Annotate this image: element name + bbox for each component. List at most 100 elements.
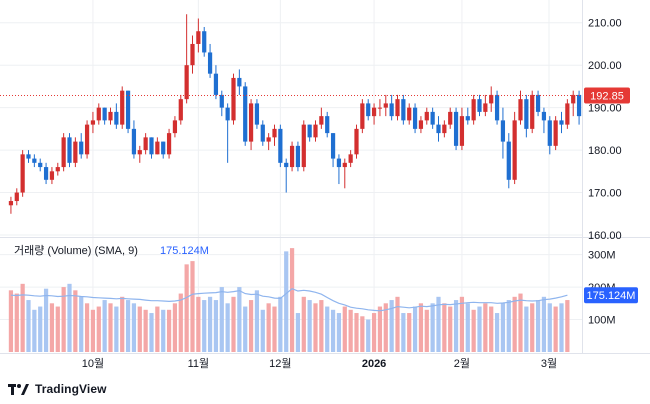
candle-body [61,137,66,168]
candle-body [494,94,500,121]
candle-body [202,31,207,53]
candle-body [565,103,570,125]
candle-body [407,107,412,121]
volume-legend-sma-value: 175.124M [160,245,209,257]
volume-bar [284,251,289,352]
candle-body [248,103,254,142]
candle-body [424,111,429,121]
price-tick-label: 170.00 [588,188,622,200]
volume-bar [155,306,160,352]
volume-bar [149,313,154,352]
volume-bar [371,313,377,352]
volume-tick-label: 300M [588,250,616,262]
candle-body [430,111,435,125]
candle-body [43,167,49,180]
volume-bar [225,303,230,352]
last-price-badge [584,87,630,104]
candle-body [465,116,470,121]
candle-body [20,154,25,193]
volume-tick-label: 100M [588,315,616,327]
candle-body [231,77,236,121]
candle-body [8,201,14,206]
candle-body [395,99,400,117]
time-tick-label: 3월 [541,357,557,370]
candle-body [366,103,371,117]
candle-body [49,171,55,180]
candle-body [38,162,43,168]
candle-body [325,116,330,134]
volume-bar [547,303,552,352]
volume-bar [32,309,37,352]
volume-bar [319,300,324,352]
candle-body [483,103,488,112]
time-tick-label: 2월 [454,357,470,370]
candle-body [272,128,277,138]
volume-bar [196,296,201,352]
candle-body [284,162,289,168]
volume-bar [38,306,43,352]
volume-bar [43,288,49,352]
volume-bar [184,264,189,352]
candle-body [120,90,125,125]
price-tick-label: 180.00 [588,145,622,157]
price-tick-label: 190.00 [588,103,622,115]
volume-bar [178,293,183,352]
volume-bar [55,306,60,352]
brand-name: TradingView [35,382,107,396]
candle-body [342,162,347,168]
candle-body [313,124,318,138]
candle-body [459,116,465,146]
candle-body [155,141,160,155]
candle-body [576,94,582,117]
candle-body [207,52,213,74]
volume-bar [307,300,312,352]
sma-line-group [10,288,568,312]
candle-body [448,111,453,125]
volume-bar [61,287,66,352]
candle-body [84,124,90,155]
candle-body [178,99,183,121]
volume-bar [389,300,394,352]
candle-body [32,158,37,163]
volume-bar [395,296,400,352]
tradingview-logo[interactable]: TradingView [8,380,107,398]
volume-bar [360,316,365,352]
candle-body [524,99,529,129]
price-tick-label: 160.00 [588,230,622,242]
candle-body [225,107,230,121]
candle-body [166,133,172,155]
volume-bar [407,313,412,352]
volume-bar [442,303,447,352]
axes [0,0,650,354]
volume-bar [506,300,511,352]
volume-bar [266,303,271,352]
volume-bar [96,306,101,352]
volume-bar [243,306,248,352]
candle-body [489,94,494,104]
volume-bar [377,306,383,352]
candle-body [453,111,459,146]
candle-body [79,141,84,155]
volume-bar [559,303,564,352]
candle-body [254,103,260,125]
volume-bar [424,309,429,352]
volume-bar [553,306,558,352]
candle-body [278,128,283,163]
candle-body [73,141,78,163]
sma-line [10,288,568,312]
candle-body [143,137,148,151]
candle-body [196,31,201,44]
candle-body [14,192,19,202]
candle-body [383,103,388,108]
candle-body [535,94,541,112]
candle-body [125,90,131,129]
volume-bar [131,303,137,352]
candle-body [137,150,142,155]
candle-body [442,124,447,134]
candle-body [289,145,295,168]
volume-bars [8,248,570,352]
candle-body [559,120,564,125]
volume-bar [79,296,84,352]
volume-bar [518,293,523,352]
